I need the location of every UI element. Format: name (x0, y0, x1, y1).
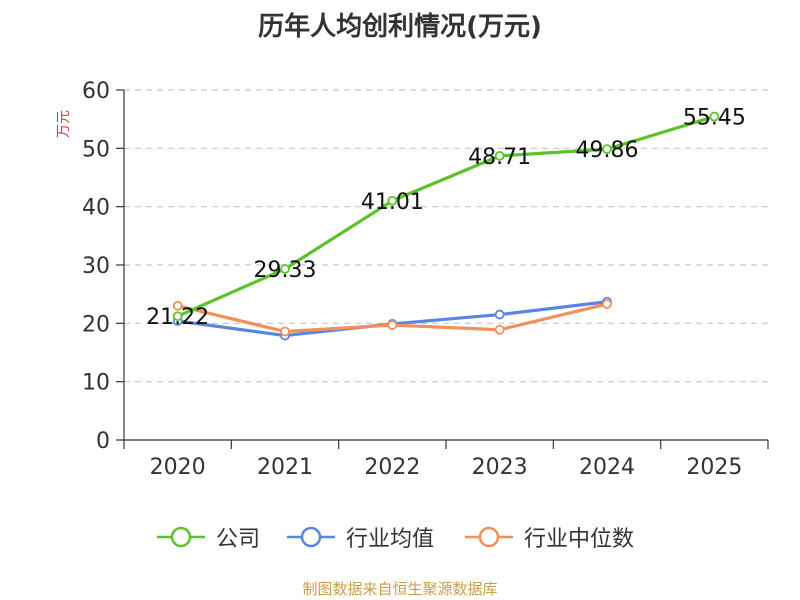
axes: 0 10 20 30 40 50 60 2020 2021 2022 2023 2024 2025 (82, 79, 769, 480)
y-tick-label: 10 (82, 371, 110, 396)
data-point-industry_median (387, 320, 398, 330)
grid-lines (124, 89, 768, 383)
legend-industry-avg-icon (287, 526, 335, 548)
data-label: 55.45 (683, 106, 746, 131)
legend-item-industry-median[interactable]: 行业中位数 (464, 520, 634, 554)
data-label: 49.86 (576, 138, 639, 163)
data-point-industry_median (280, 326, 290, 337)
legend-item-company[interactable]: 公司 (156, 520, 260, 554)
data-point-company (280, 264, 290, 274)
legend-label-company: 公司 (216, 527, 261, 552)
y-tick-label: 50 (82, 137, 110, 162)
data-labels: 21.22 29.33 41.01 48.71 49.86 55.45 (146, 106, 746, 331)
chart-title: 历年人均创利情况(万元) (258, 12, 542, 42)
data-point-company (494, 150, 505, 161)
y-tick-label: 40 (82, 196, 110, 221)
y-tick-label: 20 (82, 312, 110, 337)
data-point-industry_median (602, 299, 612, 309)
data-label: 48.71 (468, 145, 531, 170)
data-point-industry_avg (494, 309, 505, 320)
data-point-company (602, 144, 612, 155)
data-label: 21.22 (146, 305, 209, 330)
data-point-industry_median (494, 324, 505, 335)
series-lines (172, 111, 720, 341)
y-axis-label: 万元 (56, 110, 72, 138)
x-tick-label: 2025 (686, 455, 742, 480)
series-line-company (177, 115, 715, 318)
legend-label-industry-avg: 行业均值 (346, 527, 435, 552)
data-point-company (172, 311, 183, 322)
data-label: 29.33 (254, 258, 317, 283)
x-tick-label: 2023 (472, 455, 528, 480)
y-tick-label: 30 (82, 254, 110, 279)
x-tick-label: 2021 (257, 455, 313, 480)
legend-item-industry-avg[interactable]: 行业均值 (286, 520, 434, 554)
x-tick-label: 2022 (364, 455, 420, 480)
data-label: 41.01 (361, 190, 424, 215)
y-tick-label: 60 (82, 79, 110, 104)
x-tick-label: 2020 (150, 455, 206, 480)
source-note: 制图数据来自恒生聚源数据库 (302, 580, 498, 598)
legend-label-industry-median: 行业中位数 (524, 527, 635, 552)
data-point-industry_median (172, 300, 183, 311)
data-point-company (709, 111, 720, 122)
x-tick-label: 2024 (579, 455, 635, 480)
data-point-company (387, 195, 398, 206)
legend-industry-median-icon (465, 526, 513, 548)
legend-company-icon (157, 526, 205, 548)
y-tick-label: 0 (96, 429, 110, 454)
